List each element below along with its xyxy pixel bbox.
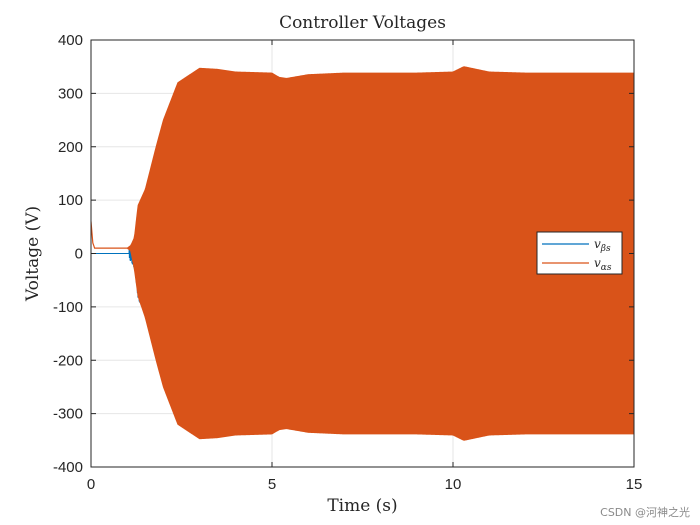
y-tick-label: 300 xyxy=(58,85,83,102)
x-axis: 0 5 10 15 xyxy=(87,40,643,493)
chart-title: Controller Voltages xyxy=(279,13,446,33)
watermark: CSDN @河神之光 xyxy=(600,505,690,519)
y-tick-label: -300 xyxy=(53,406,83,423)
y-axis: -400 -300 -200 -100 0 100 200 300 400 xyxy=(53,32,634,476)
y-tick-label: 200 xyxy=(58,139,83,156)
x-tick-label: 0 xyxy=(87,476,95,493)
y-tick-label: -400 xyxy=(53,459,83,476)
x-tick-label: 10 xyxy=(445,476,462,493)
series-line-v-alpha-s-transient xyxy=(91,221,128,249)
y-tick-label: 0 xyxy=(75,246,83,263)
x-axis-label: Time (s) xyxy=(327,496,397,516)
x-tick-label: 15 xyxy=(626,476,643,493)
y-tick-label: 400 xyxy=(58,32,83,49)
legend-box xyxy=(536,231,623,275)
y-tick-label: -200 xyxy=(53,352,83,369)
x-tick-label: 5 xyxy=(268,476,276,493)
y-tick-label: -100 xyxy=(53,299,83,316)
y-tick-label: 100 xyxy=(58,192,83,209)
series-area-v-alpha-s xyxy=(126,66,634,441)
y-axis-label: Voltage (V) xyxy=(23,206,43,302)
